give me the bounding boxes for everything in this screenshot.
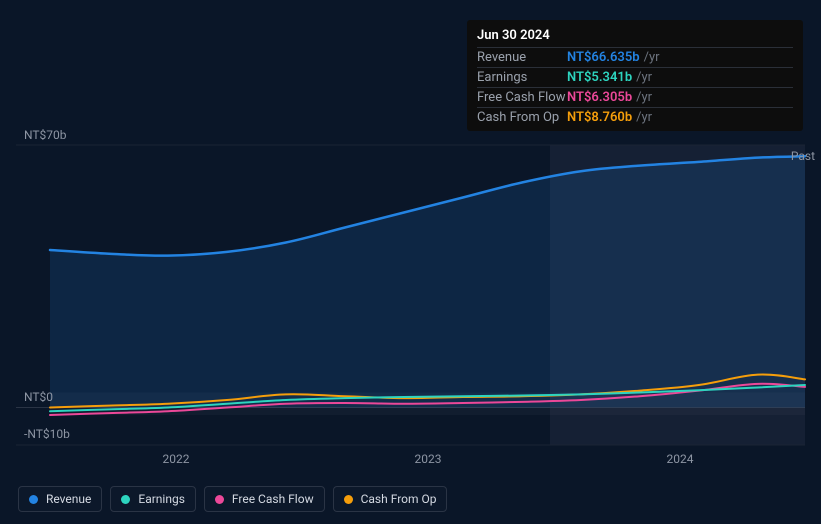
x-axis-label: 2022 xyxy=(163,452,190,466)
tooltip-metric-unit: /yr xyxy=(636,110,652,125)
legend-dot-icon xyxy=(215,495,224,504)
y-axis-label: -NT$10b xyxy=(24,427,70,441)
legend-item[interactable]: Earnings xyxy=(110,486,196,512)
tooltip-metric-value: NT$5.341b xyxy=(567,70,632,85)
tooltip-metric-value: NT$6.305b xyxy=(567,90,632,105)
legend-label: Cash From Op xyxy=(361,492,437,506)
legend-dot-icon xyxy=(344,495,353,504)
y-axis-label: NT$70b xyxy=(24,128,67,142)
legend-dot-icon xyxy=(29,495,38,504)
x-axis-label: 2024 xyxy=(667,452,694,466)
tooltip-metric-label: Revenue xyxy=(477,50,567,65)
tooltip-metric-unit: /yr xyxy=(636,70,652,85)
chart-tooltip: Jun 30 2024 RevenueNT$66.635b/yrEarnings… xyxy=(467,20,803,131)
legend-dot-icon xyxy=(121,495,130,504)
tooltip-metric-value: NT$8.760b xyxy=(567,110,632,125)
tooltip-row: EarningsNT$5.341b/yr xyxy=(477,67,793,87)
legend-label: Revenue xyxy=(46,492,91,506)
tooltip-metric-unit: /yr xyxy=(644,50,660,65)
legend-item[interactable]: Free Cash Flow xyxy=(204,486,325,512)
tooltip-metric-label: Earnings xyxy=(477,70,567,85)
y-axis-label: NT$0 xyxy=(24,390,53,404)
tooltip-metric-unit: /yr xyxy=(636,90,652,105)
tooltip-metric-label: Cash From Op xyxy=(477,110,567,125)
past-region-label: Past xyxy=(791,149,815,163)
legend-label: Free Cash Flow xyxy=(232,492,314,506)
legend-label: Earnings xyxy=(138,492,185,506)
tooltip-row: Cash From OpNT$8.760b/yr xyxy=(477,107,793,127)
tooltip-row: RevenueNT$66.635b/yr xyxy=(477,47,793,67)
legend-item[interactable]: Cash From Op xyxy=(333,486,448,512)
tooltip-metric-label: Free Cash Flow xyxy=(477,90,567,105)
x-axis-label: 2023 xyxy=(415,452,442,466)
tooltip-row: Free Cash FlowNT$6.305b/yr xyxy=(477,87,793,107)
tooltip-date: Jun 30 2024 xyxy=(477,26,793,47)
tooltip-metric-value: NT$66.635b xyxy=(567,50,640,65)
legend-item[interactable]: Revenue xyxy=(18,486,102,512)
chart-legend: Revenue Earnings Free Cash Flow Cash From O… xyxy=(18,486,447,512)
